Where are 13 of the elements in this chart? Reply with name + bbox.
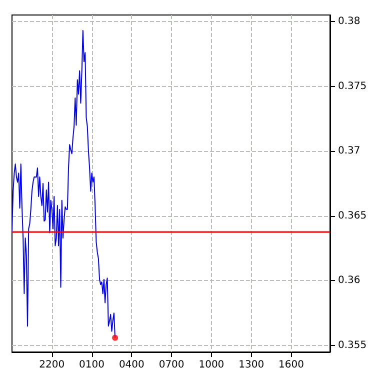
x-tick-label: 1000 xyxy=(198,360,224,370)
y-tick-label: 0.38 xyxy=(338,16,360,27)
y-tick-label: 0.365 xyxy=(338,210,367,222)
x-tick-label: 1300 xyxy=(238,360,264,370)
y-tick-label: 0.37 xyxy=(338,146,360,157)
x-tick-label: 2200 xyxy=(39,360,65,370)
y-tick-label: 0.375 xyxy=(338,80,367,92)
x-tick-label: 0100 xyxy=(79,360,105,370)
x-tick-label: 0400 xyxy=(118,360,144,370)
y-tick-label: 0.36 xyxy=(338,275,360,286)
x-tick-label: 0700 xyxy=(158,360,184,370)
x-tick-label: 1600 xyxy=(278,360,304,370)
y-tick-label: 0.355 xyxy=(338,340,367,352)
